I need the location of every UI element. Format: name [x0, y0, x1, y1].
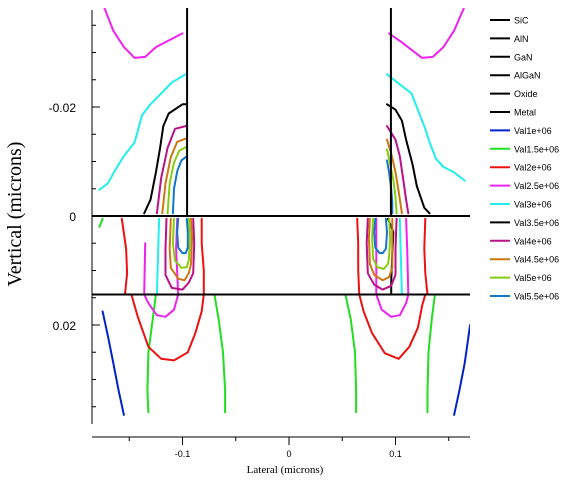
- contour-line-val4-5e-06: [161, 137, 187, 215]
- contour-line-val1e-06: [101, 310, 125, 416]
- contour-line-val1e-06: [453, 324, 470, 416]
- device-structure: [92, 8, 470, 296]
- contour-line-val5-5e-06: [171, 156, 187, 215]
- legend: SiC AlN GaN AlGaN Oxide Metal Val1e+06 Val1.5e+…: [490, 16, 559, 302]
- y-tick-label: 0.02: [53, 319, 77, 333]
- contour-line-val1-5e-06: [98, 217, 104, 228]
- legend-label-aln: AlN: [514, 34, 529, 44]
- contour-line-val2-5e-06: [103, 8, 184, 59]
- contour-line-val1-5e-06: [344, 293, 358, 414]
- contour-lines: [98, 8, 470, 416]
- contour-line-val4e-06: [386, 125, 410, 215]
- legend-label-val4e-06: Val4e+06: [514, 236, 552, 246]
- y-axis-title: Vertical (microns): [4, 142, 26, 287]
- contour-line-val3e-06: [155, 217, 161, 296]
- legend-label-metal: Metal: [514, 108, 536, 118]
- legend-label-val2e-06: Val2e+06: [514, 163, 552, 173]
- contour-line-val4-5e-06: [168, 217, 194, 282]
- x-axis-title: Lateral (microns): [247, 464, 324, 476]
- contour-line-val1-5e-06: [426, 293, 436, 414]
- y-tick-label: -0.02: [49, 101, 77, 115]
- contour-line-val2-5e-06: [388, 8, 466, 59]
- contour-line-val4e-06: [155, 125, 187, 215]
- contour-line-val4-5e-06: [367, 217, 394, 282]
- contour-line-val4e-06: [365, 217, 398, 291]
- contour-line-val2e-06: [120, 217, 205, 362]
- legend-label-gan: GaN: [514, 52, 533, 62]
- contour-line-val4-5e-06: [386, 138, 403, 215]
- contour-line-val3-5e-06: [386, 103, 431, 215]
- legend-label-sic: SiC: [514, 16, 529, 26]
- contour-line-val5e-06: [171, 217, 191, 269]
- y-tick-label: 0: [69, 210, 76, 224]
- contour-line-val3-5e-06: [143, 103, 187, 215]
- contour-line-val5-5e-06: [373, 217, 388, 255]
- legend-label-val4-5e-06: Val4.5e+06: [514, 255, 559, 265]
- legend-label-val2-5e-06: Val2.5e+06: [514, 181, 559, 191]
- contour-line-val5e-06: [371, 217, 392, 270]
- legend-label-val5e-06: Val5e+06: [514, 273, 552, 283]
- contour-line-val3e-06: [386, 73, 466, 182]
- legend-label-val1-5e-06: Val1.5e+06: [514, 144, 559, 154]
- x-tick-label: 0.1: [389, 449, 402, 459]
- contour-line-val3e-06: [398, 217, 403, 296]
- contour-line-val3e-06: [98, 73, 187, 191]
- legend-label-algan: AlGaN: [514, 71, 541, 81]
- legend-label-val3e-06: Val3e+06: [514, 200, 552, 210]
- contour-line-val5-5e-06: [176, 217, 189, 255]
- legend-label-val1e-06: Val1e+06: [514, 126, 552, 136]
- legend-label-oxide: Oxide: [514, 89, 538, 99]
- contour-line-val5e-06: [166, 146, 187, 215]
- contour-line-val2e-06: [356, 217, 429, 360]
- legend-label-val3-5e-06: Val3.5e+06: [514, 218, 559, 228]
- contour-line-val5e-06: [386, 148, 398, 215]
- contour-line-val2-5e-06: [375, 217, 410, 318]
- legend-label-val5-5e-06: Val5.5e+06: [514, 292, 559, 302]
- axes: -0.02 0 0.02 -0.1 0 0.1: [49, 10, 470, 459]
- x-tick-label: 0: [286, 449, 291, 459]
- x-tick-label: -0.1: [175, 449, 191, 459]
- contour-line-val1-5e-06: [213, 293, 227, 414]
- contour-line-val4e-06: [164, 217, 196, 291]
